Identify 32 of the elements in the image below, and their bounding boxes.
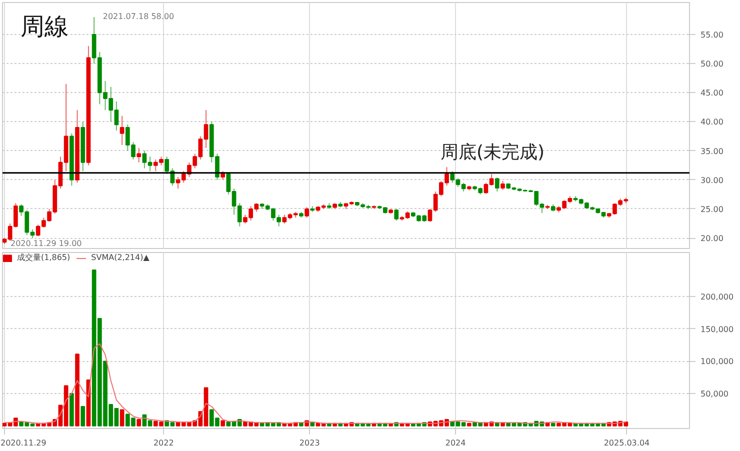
y-tick-label: 150,000 (700, 324, 734, 334)
bar (220, 420, 226, 426)
bar (550, 422, 556, 426)
legend-label: SVMA(2,214)▲ (91, 253, 150, 262)
bar (80, 406, 86, 426)
annotation: 2020.11.29 19.00 (10, 238, 82, 248)
ref-line-label: 周底(未完成) (440, 142, 545, 163)
bar (466, 422, 472, 426)
y-tick-label: 50,000 (700, 390, 728, 399)
y-tick-label: 50.00 (700, 60, 724, 69)
y-tick-label: 45.00 (700, 88, 724, 98)
bar (70, 393, 74, 426)
y-tick-label: 30.00 (700, 176, 724, 185)
text: 周線 (20, 12, 68, 40)
bar (136, 418, 142, 426)
y-tick-label: 200,000 (700, 292, 734, 302)
y-tick-label: 40.00 (700, 118, 724, 127)
y-tick-label: 20.00 (700, 234, 724, 244)
y-tick-label: 100,000 (700, 357, 734, 366)
bar (120, 409, 124, 426)
x-tick-label: 2022 (153, 438, 174, 448)
y-tick-label: 35.00 (700, 146, 724, 156)
annotation: 2021.07.18 58.00 (102, 12, 174, 22)
x-tick-label: 2024 (445, 438, 466, 448)
x-tick-label: 2023 (299, 438, 320, 448)
x-tick-label: 2025.03.04 (604, 438, 650, 448)
y-tick-label: 55.00 (700, 30, 724, 40)
legend-label: 成交量(1,865) (17, 252, 70, 263)
bar (75, 354, 80, 426)
x-tick-label: 2020.11.29 (0, 438, 46, 448)
y-tick-label: 25.00 (700, 204, 724, 214)
line-series (4, 343, 626, 424)
